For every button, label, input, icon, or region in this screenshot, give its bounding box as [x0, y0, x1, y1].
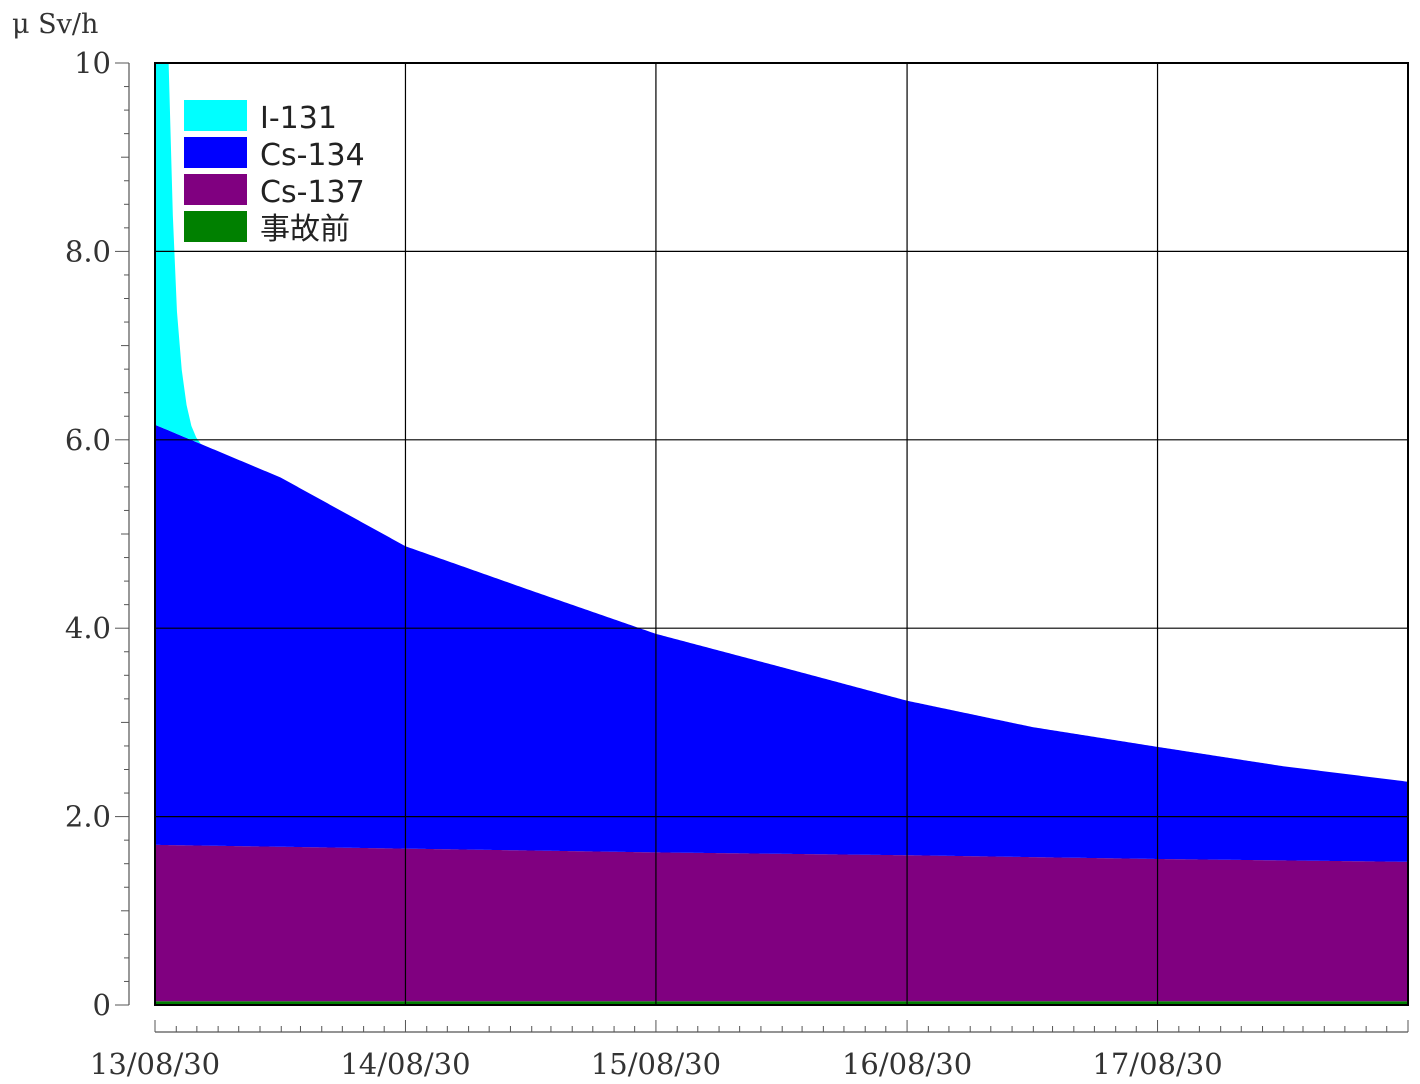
x-tick-label: 15/08/30: [591, 1047, 721, 1081]
legend-swatch: [184, 174, 247, 205]
area-cs-134: [155, 424, 1408, 862]
y-axis: 0 2.0 4.0 6.0 8.0 10: [65, 46, 130, 1022]
y-tick-label: 8.0: [65, 234, 111, 268]
legend-swatch: [184, 211, 247, 242]
area-cs-137: [155, 844, 1408, 1002]
legend-label: I-131: [260, 101, 337, 136]
y-tick-label: 4.0: [65, 611, 111, 645]
y-tick-label: 6.0: [65, 423, 111, 457]
plot-frame: [154, 62, 1409, 1006]
y-tick-label: 10: [74, 46, 111, 80]
legend-label: 事故前: [260, 212, 350, 247]
y-tick-label: 2.0: [65, 800, 111, 834]
legend-label: Cs-137: [260, 175, 365, 210]
x-tick-label: 13/08/30: [90, 1047, 220, 1081]
y-tick-label: 0: [93, 988, 111, 1022]
x-tick-label: 16/08/30: [842, 1047, 972, 1081]
x-axis: 13/08/30 14/08/30 15/08/30 16/08/30 17/08/30: [90, 1020, 1409, 1081]
x-tick-label: 14/08/30: [340, 1047, 470, 1081]
legend-swatch: [184, 137, 247, 168]
y-axis-unit: μ Sv/h: [12, 9, 98, 40]
x-tick-label: 17/08/30: [1092, 1047, 1222, 1081]
legend-swatch: [184, 100, 247, 131]
legend-label: Cs-134: [260, 138, 365, 173]
grid: [155, 63, 1408, 1005]
